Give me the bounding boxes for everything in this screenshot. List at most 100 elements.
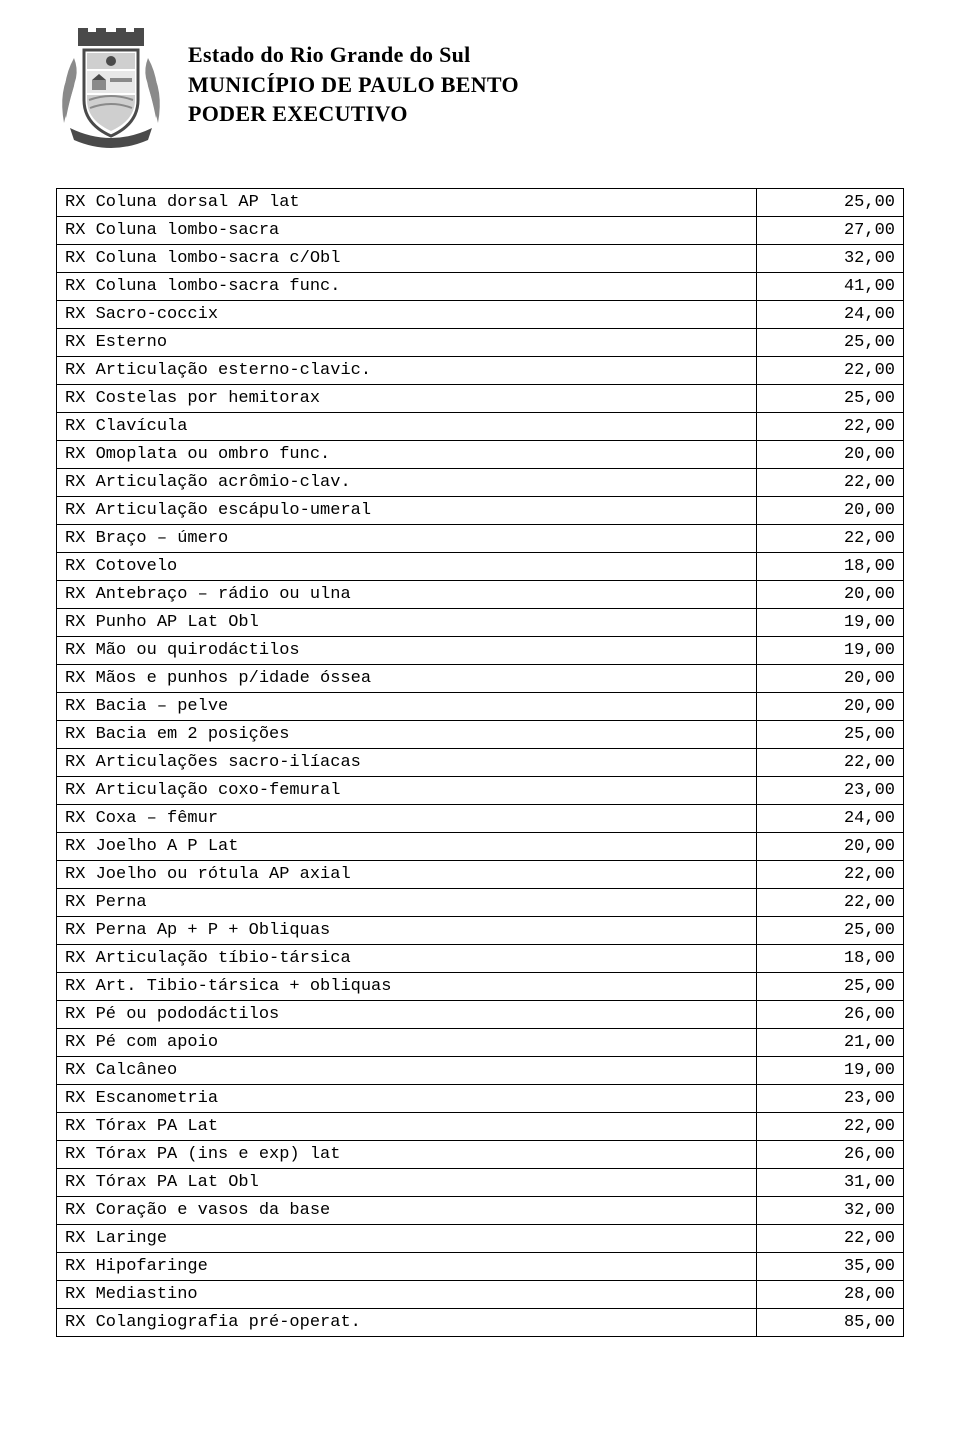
exam-name: RX Art. Tibio-társica + obliquas bbox=[57, 973, 757, 1000]
exam-name: RX Costelas por hemitorax bbox=[57, 385, 757, 412]
exam-name: RX Omoplata ou ombro func. bbox=[57, 441, 757, 468]
exam-name: RX Antebraço – rádio ou ulna bbox=[57, 581, 757, 608]
table-row: RX Mão ou quirodáctilos19,00 bbox=[57, 637, 903, 665]
exam-name: RX Punho AP Lat Obl bbox=[57, 609, 757, 636]
table-row: RX Antebraço – rádio ou ulna20,00 bbox=[57, 581, 903, 609]
exam-price: 24,00 bbox=[757, 301, 903, 328]
table-row: RX Cotovelo18,00 bbox=[57, 553, 903, 581]
exam-name: RX Tórax PA Lat bbox=[57, 1113, 757, 1140]
exam-price: 22,00 bbox=[757, 1225, 903, 1252]
exam-price: 18,00 bbox=[757, 553, 903, 580]
exam-price: 23,00 bbox=[757, 777, 903, 804]
exam-name: RX Articulações sacro-ilíacas bbox=[57, 749, 757, 776]
table-row: RX Articulação coxo-femural23,00 bbox=[57, 777, 903, 805]
exam-name: RX Coluna lombo-sacra c/Obl bbox=[57, 245, 757, 272]
exam-price: 22,00 bbox=[757, 469, 903, 496]
table-row: RX Mãos e punhos p/idade óssea20,00 bbox=[57, 665, 903, 693]
exam-name: RX Pé com apoio bbox=[57, 1029, 757, 1056]
table-row: RX Bacia em 2 posições25,00 bbox=[57, 721, 903, 749]
exam-name: RX Colangiografia pré-operat. bbox=[57, 1309, 757, 1336]
exam-price: 22,00 bbox=[757, 357, 903, 384]
table-row: RX Tórax PA Lat Obl31,00 bbox=[57, 1169, 903, 1197]
exam-name: RX Bacia em 2 posições bbox=[57, 721, 757, 748]
table-row: RX Joelho ou rótula AP axial22,00 bbox=[57, 861, 903, 889]
exam-price: 20,00 bbox=[757, 665, 903, 692]
table-row: RX Perna22,00 bbox=[57, 889, 903, 917]
exam-price: 25,00 bbox=[757, 917, 903, 944]
table-row: RX Coração e vasos da base32,00 bbox=[57, 1197, 903, 1225]
table-row: RX Coxa – fêmur24,00 bbox=[57, 805, 903, 833]
table-row: RX Articulação escápulo-umeral20,00 bbox=[57, 497, 903, 525]
header-line-1: Estado do Rio Grande do Sul bbox=[188, 40, 519, 70]
exam-name: RX Coluna lombo-sacra bbox=[57, 217, 757, 244]
exam-name: RX Esterno bbox=[57, 329, 757, 356]
document-header: Estado do Rio Grande do Sul MUNICÍPIO DE… bbox=[56, 28, 904, 148]
exam-name: RX Coração e vasos da base bbox=[57, 1197, 757, 1224]
exam-name: RX Mãos e punhos p/idade óssea bbox=[57, 665, 757, 692]
exam-price: 41,00 bbox=[757, 273, 903, 300]
table-row: RX Escanometria23,00 bbox=[57, 1085, 903, 1113]
exam-price: 27,00 bbox=[757, 217, 903, 244]
table-row: RX Laringe22,00 bbox=[57, 1225, 903, 1253]
exam-name: RX Hipofaringe bbox=[57, 1253, 757, 1280]
exam-price: 19,00 bbox=[757, 1057, 903, 1084]
table-row: RX Punho AP Lat Obl19,00 bbox=[57, 609, 903, 637]
exam-name: RX Coxa – fêmur bbox=[57, 805, 757, 832]
exam-price: 25,00 bbox=[757, 385, 903, 412]
header-line-2: MUNICÍPIO DE PAULO BENTO bbox=[188, 70, 519, 100]
table-row: RX Tórax PA Lat22,00 bbox=[57, 1113, 903, 1141]
exam-name: RX Clavícula bbox=[57, 413, 757, 440]
exam-price: 18,00 bbox=[757, 945, 903, 972]
exam-price: 85,00 bbox=[757, 1309, 903, 1336]
table-row: RX Braço – úmero22,00 bbox=[57, 525, 903, 553]
table-row: RX Omoplata ou ombro func.20,00 bbox=[57, 441, 903, 469]
exam-price: 22,00 bbox=[757, 861, 903, 888]
exam-name: RX Coluna dorsal AP lat bbox=[57, 189, 757, 216]
exam-name: RX Tórax PA (ins e exp) lat bbox=[57, 1141, 757, 1168]
exam-name: RX Articulação acrômio-clav. bbox=[57, 469, 757, 496]
table-row: RX Joelho A P Lat20,00 bbox=[57, 833, 903, 861]
exam-name: RX Laringe bbox=[57, 1225, 757, 1252]
exam-name: RX Articulação escápulo-umeral bbox=[57, 497, 757, 524]
exam-price: 20,00 bbox=[757, 693, 903, 720]
exam-price: 22,00 bbox=[757, 413, 903, 440]
exam-price: 20,00 bbox=[757, 497, 903, 524]
page: Estado do Rio Grande do Sul MUNICÍPIO DE… bbox=[0, 0, 960, 1456]
exam-name: RX Sacro-coccix bbox=[57, 301, 757, 328]
exam-price: 25,00 bbox=[757, 189, 903, 216]
table-row: RX Articulação tíbio-társica18,00 bbox=[57, 945, 903, 973]
table-row: RX Pé com apoio21,00 bbox=[57, 1029, 903, 1057]
exam-price: 20,00 bbox=[757, 833, 903, 860]
table-row: RX Tórax PA (ins e exp) lat26,00 bbox=[57, 1141, 903, 1169]
table-row: RX Coluna lombo-sacra c/Obl32,00 bbox=[57, 245, 903, 273]
table-row: RX Articulações sacro-ilíacas22,00 bbox=[57, 749, 903, 777]
exam-price: 19,00 bbox=[757, 609, 903, 636]
exam-name: RX Perna Ap + P + Obliquas bbox=[57, 917, 757, 944]
table-row: RX Art. Tibio-társica + obliquas25,00 bbox=[57, 973, 903, 1001]
exam-name: RX Perna bbox=[57, 889, 757, 916]
exam-price: 25,00 bbox=[757, 721, 903, 748]
exam-price: 19,00 bbox=[757, 637, 903, 664]
exam-price: 28,00 bbox=[757, 1281, 903, 1308]
table-row: RX Costelas por hemitorax25,00 bbox=[57, 385, 903, 413]
exam-price: 32,00 bbox=[757, 1197, 903, 1224]
exam-price: 22,00 bbox=[757, 889, 903, 916]
exam-name: RX Articulação esterno-clavic. bbox=[57, 357, 757, 384]
exam-price: 32,00 bbox=[757, 245, 903, 272]
exam-name: RX Articulação coxo-femural bbox=[57, 777, 757, 804]
table-row: RX Esterno25,00 bbox=[57, 329, 903, 357]
header-line-3: PODER EXECUTIVO bbox=[188, 99, 519, 129]
table-row: RX Perna Ap + P + Obliquas25,00 bbox=[57, 917, 903, 945]
exam-name: RX Joelho A P Lat bbox=[57, 833, 757, 860]
header-text-block: Estado do Rio Grande do Sul MUNICÍPIO DE… bbox=[188, 28, 519, 129]
table-row: RX Sacro-coccix24,00 bbox=[57, 301, 903, 329]
exam-name: RX Pé ou pododáctilos bbox=[57, 1001, 757, 1028]
exam-price: 24,00 bbox=[757, 805, 903, 832]
exam-price: 21,00 bbox=[757, 1029, 903, 1056]
exam-name: RX Tórax PA Lat Obl bbox=[57, 1169, 757, 1196]
table-row: RX Hipofaringe35,00 bbox=[57, 1253, 903, 1281]
exam-price: 22,00 bbox=[757, 1113, 903, 1140]
exam-price: 25,00 bbox=[757, 329, 903, 356]
price-table: RX Coluna dorsal AP lat25,00RX Coluna lo… bbox=[56, 188, 904, 1337]
exam-price: 23,00 bbox=[757, 1085, 903, 1112]
